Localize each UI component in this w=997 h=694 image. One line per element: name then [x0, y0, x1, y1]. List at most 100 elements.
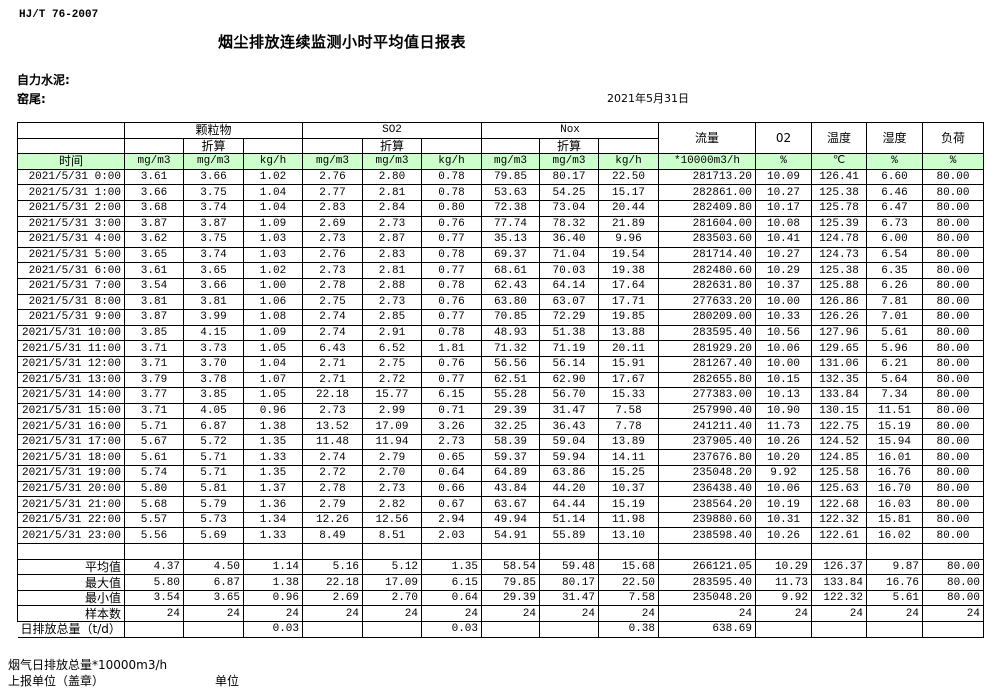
- value-cell: 12.56: [362, 511, 422, 529]
- value-cell: 0.76: [421, 215, 482, 233]
- value-cell: 44.20: [539, 480, 599, 498]
- value-cell: 22.18: [302, 387, 363, 404]
- converted-label: 折算: [362, 137, 422, 155]
- value-cell: 0.03: [421, 621, 482, 638]
- time-cell: 2021/5/31 8:00: [17, 293, 125, 311]
- value-cell: 3.85: [183, 387, 244, 404]
- value-cell: 31.47: [539, 589, 599, 607]
- value-cell: 72.38: [481, 199, 540, 217]
- value-cell: 7.58: [598, 589, 659, 607]
- value-cell: 16.70: [866, 480, 923, 498]
- value-cell: 0.76: [421, 355, 482, 373]
- value-cell: 10.19: [755, 496, 812, 513]
- value-cell: 5.80: [124, 574, 184, 591]
- data-row: 2021/5/31 2:00 3.68 3.74 1.04 2.83 2.84 0.80 72…: [17, 199, 984, 217]
- data-row: 2021/5/31 4:00 3.62 3.75 1.03 2.73 2.87 0.77 35…: [17, 231, 984, 248]
- value-cell: 3.87: [183, 215, 244, 233]
- value-cell: 1.03: [243, 231, 303, 248]
- value-cell: 5.12: [362, 558, 422, 576]
- value-cell: 2.76: [302, 168, 363, 186]
- value-cell: 2.73: [362, 215, 422, 233]
- time-cell: 2021/5/31 16:00: [17, 418, 125, 435]
- value-cell: 0.64: [421, 589, 482, 607]
- value-cell: 80.00: [922, 480, 984, 498]
- value-cell: 7.58: [598, 402, 659, 420]
- value-cell: 2.72: [362, 371, 422, 389]
- value-cell: 2.75: [362, 355, 422, 373]
- unit-cell: kg/h: [421, 153, 482, 170]
- value-cell: 2.71: [302, 355, 363, 373]
- value-cell: 0.71: [421, 402, 482, 420]
- value-cell: 125.63: [811, 480, 867, 498]
- value-cell: 0.03: [243, 621, 303, 638]
- value-cell: 239880.60: [658, 511, 756, 529]
- value-cell: 10.27: [755, 184, 812, 201]
- value-cell: 13.88: [598, 324, 659, 342]
- summary-row: 样本数 24 24 24 24 24 24 24 24 24 24 24 24 24 24: [17, 605, 984, 622]
- value-cell: 8.51: [362, 527, 422, 545]
- value-cell: 281713.20: [658, 168, 756, 186]
- value-cell: 0.78: [421, 246, 482, 264]
- value-cell: 3.87: [124, 309, 184, 326]
- value-cell: 2.94: [421, 511, 482, 529]
- value-cell: 64.89: [481, 465, 540, 482]
- value-cell: 3.66: [183, 168, 244, 186]
- value-cell: 10.09: [755, 168, 812, 186]
- time-cell: 2021/5/31 2:00: [17, 199, 125, 217]
- value-cell: [302, 621, 363, 638]
- value-cell: [755, 621, 812, 638]
- value-cell: 70.03: [539, 262, 599, 279]
- value-cell: [658, 543, 756, 560]
- value-cell: 3.75: [183, 231, 244, 248]
- value-cell: 5.71: [124, 418, 184, 435]
- value-cell: [243, 543, 303, 560]
- time-cell: 2021/5/31 10:00: [17, 324, 125, 342]
- value-cell: 13.52: [302, 418, 363, 435]
- data-row: 2021/5/31 20:00 5.80 5.81 1.37 2.78 2.73 0.66 4…: [17, 480, 984, 498]
- value-cell: 17.09: [362, 574, 422, 591]
- daily-row: 日排放总量（t/d） 0.03 0.03 0.38 638.69: [17, 621, 984, 638]
- value-cell: 6.26: [866, 277, 923, 295]
- group-o2: 02: [755, 121, 812, 155]
- value-cell: 5.69: [183, 527, 244, 545]
- value-cell: [755, 543, 812, 560]
- value-cell: 80.00: [922, 215, 984, 233]
- value-cell: 2.78: [302, 480, 363, 498]
- value-cell: 16.03: [866, 496, 923, 513]
- value-cell: 80.00: [922, 496, 984, 513]
- value-cell: 20.44: [598, 199, 659, 217]
- value-cell: 126.41: [811, 168, 867, 186]
- value-cell: 1.09: [243, 324, 303, 342]
- value-cell: 283503.60: [658, 231, 756, 248]
- value-cell: 11.73: [755, 574, 812, 591]
- value-cell: 6.87: [183, 418, 244, 435]
- value-cell: 63.07: [539, 293, 599, 311]
- value-cell: 10.31: [755, 511, 812, 529]
- value-cell: 2.88: [362, 277, 422, 295]
- value-cell: 0.78: [421, 277, 482, 295]
- value-cell: 2.73: [302, 231, 363, 248]
- value-cell: 58.39: [481, 433, 540, 451]
- value-cell: 24: [362, 605, 422, 622]
- value-cell: 16.76: [866, 574, 923, 591]
- value-cell: 6.15: [421, 574, 482, 591]
- time-cell: 2021/5/31 21:00: [17, 496, 125, 513]
- value-cell: 71.04: [539, 246, 599, 264]
- value-cell: 5.64: [866, 371, 923, 389]
- value-cell: 235048.20: [658, 589, 756, 607]
- summary-row: 最大值 5.80 6.87 1.38 22.18 17.09 6.15 79.85 80.17 2…: [17, 574, 984, 591]
- value-cell: 5.61: [124, 449, 184, 467]
- value-cell: 15.91: [598, 355, 659, 373]
- value-cell: 3.62: [124, 231, 184, 248]
- value-cell: 22.50: [598, 168, 659, 186]
- value-cell: 80.00: [922, 262, 984, 279]
- value-cell: 54.25: [539, 184, 599, 201]
- value-cell: 3.54: [124, 277, 184, 295]
- value-cell: 1.35: [243, 465, 303, 482]
- value-cell: 10.41: [755, 231, 812, 248]
- value-cell: 1.36: [243, 496, 303, 513]
- value-cell: 3.74: [183, 199, 244, 217]
- value-cell: 20.11: [598, 340, 659, 357]
- value-cell: 11.73: [755, 418, 812, 435]
- group-nox: Nox: [481, 122, 659, 139]
